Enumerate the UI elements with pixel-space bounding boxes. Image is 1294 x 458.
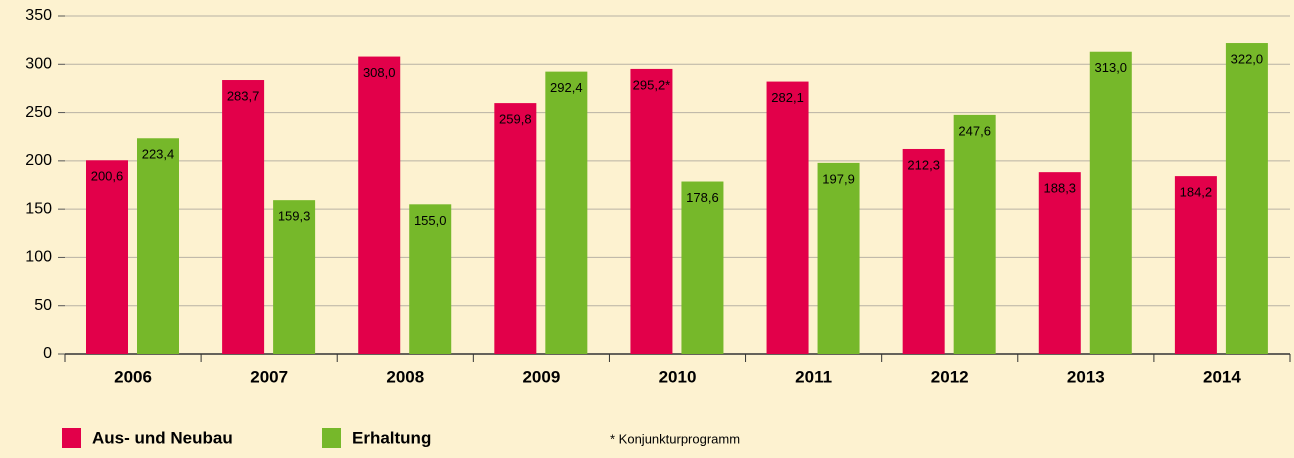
- bar: [630, 68, 673, 354]
- legend-label: Aus- und Neubau: [92, 428, 233, 447]
- x-tick-label: 2010: [659, 367, 697, 386]
- bar: [817, 162, 860, 354]
- value-label: 295,2*: [633, 77, 671, 92]
- x-tick-label: 2012: [931, 367, 969, 386]
- x-tick-label: 2009: [522, 367, 560, 386]
- y-tick-label: 150: [25, 200, 52, 217]
- value-label: 259,8: [499, 112, 532, 127]
- bar: [681, 181, 724, 354]
- value-label: 178,6: [686, 190, 719, 205]
- y-tick-label: 250: [25, 104, 52, 121]
- legend-label: Erhaltung: [352, 428, 431, 447]
- bar: [545, 71, 588, 354]
- y-tick-label: 300: [25, 56, 52, 73]
- y-tick-label: 350: [25, 7, 52, 24]
- bar: [902, 148, 945, 354]
- y-tick-label: 0: [43, 345, 52, 362]
- value-label: 283,7: [227, 88, 260, 103]
- value-label: 184,2: [1180, 185, 1213, 200]
- legend-swatch: [62, 428, 81, 448]
- y-tick-label: 100: [25, 249, 52, 266]
- y-tick-label: 50: [34, 297, 52, 314]
- x-tick-label: 2013: [1067, 367, 1105, 386]
- value-label: 223,4: [142, 147, 175, 162]
- value-label: 308,0: [363, 65, 396, 80]
- value-label: 200,6: [91, 169, 124, 184]
- value-label: 155,0: [414, 213, 447, 228]
- bar: [494, 103, 537, 355]
- value-label: 313,0: [1095, 60, 1128, 75]
- x-tick-label: 2014: [1203, 367, 1241, 386]
- x-tick-label: 2007: [250, 367, 288, 386]
- bar: [1174, 176, 1217, 354]
- bar: [1038, 172, 1081, 354]
- value-label: 188,3: [1044, 181, 1077, 196]
- bar: [222, 80, 265, 354]
- bar: [409, 204, 452, 354]
- value-label: 282,1: [771, 90, 804, 105]
- x-tick-label: 2006: [114, 367, 152, 386]
- bar: [953, 114, 996, 354]
- value-label: 322,0: [1231, 51, 1264, 66]
- legend-swatch: [322, 428, 341, 448]
- y-tick-label: 200: [25, 152, 52, 169]
- value-label: 247,6: [958, 123, 991, 138]
- bar: [766, 81, 809, 355]
- footnote: * Konjunkturprogramm: [610, 431, 740, 446]
- value-label: 292,4: [550, 80, 583, 95]
- bar: [1225, 43, 1268, 354]
- value-label: 197,9: [822, 171, 855, 186]
- bar: [86, 160, 128, 354]
- value-label: 212,3: [907, 157, 940, 172]
- value-label: 159,3: [278, 209, 311, 224]
- x-tick-label: 2011: [795, 367, 832, 386]
- x-tick-label: 2008: [386, 367, 424, 386]
- bar: [1089, 51, 1132, 354]
- bar: [273, 200, 316, 354]
- bar: [358, 56, 401, 355]
- bar: [137, 138, 179, 354]
